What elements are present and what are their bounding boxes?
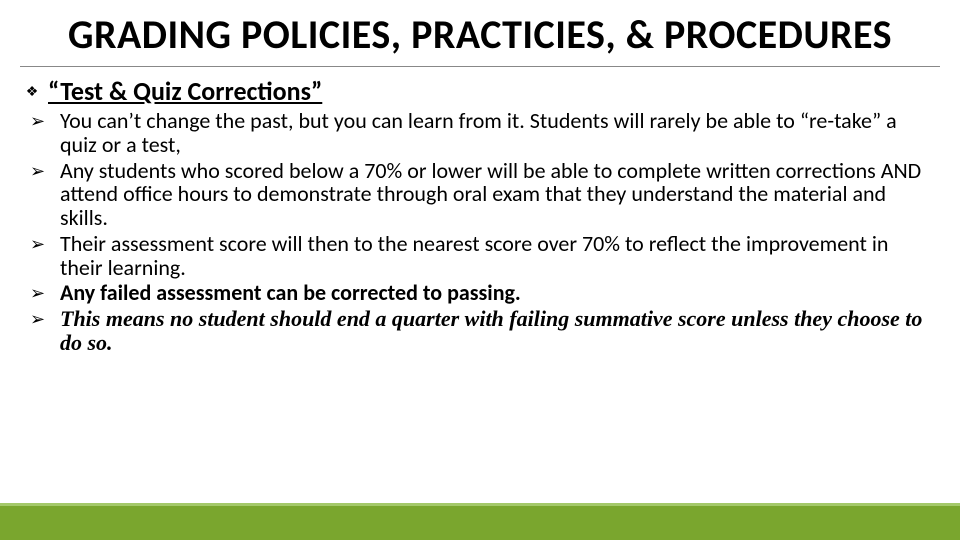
slide: GRADING POLICIES, PRACTICIES, & PROCEDUR… [0,0,960,540]
arrow-icon: ➢ [30,235,50,254]
arrow-icon: ➢ [30,284,50,303]
bullet-text: This means no student should end a quart… [60,307,932,355]
section-header: ❖ “Test & Quiz Corrections” [24,75,932,107]
bullet-list: ➢ You can’t change the past, but you can… [24,109,932,355]
bullet-text: You can’t change the past, but you can l… [60,109,932,157]
arrow-icon: ➢ [30,162,50,181]
bullet-text: Their assessment score will then to the … [60,232,932,280]
arrow-icon: ➢ [30,112,50,131]
arrow-icon: ➢ [30,310,50,329]
list-item: ➢ This means no student should end a qua… [30,307,932,355]
list-item: ➢ Any students who scored below a 70% or… [30,159,932,230]
footer-bar [0,506,960,540]
list-item: ➢ Any failed assessment can be corrected… [30,281,932,305]
diamond-bullet-icon: ❖ [24,83,40,100]
bullet-text: Any failed assessment can be corrected t… [60,281,521,305]
bullet-text: Any students who scored below a 70% or l… [60,159,932,230]
section-title: “Test & Quiz Corrections” [48,75,322,107]
list-item: ➢ Their assessment score will then to th… [30,232,932,280]
list-item: ➢ You can’t change the past, but you can… [30,109,932,157]
content-area: ❖ “Test & Quiz Corrections” ➢ You can’t … [0,75,960,355]
page-title: GRADING POLICIES, PRACTICIES, & PROCEDUR… [20,0,940,67]
